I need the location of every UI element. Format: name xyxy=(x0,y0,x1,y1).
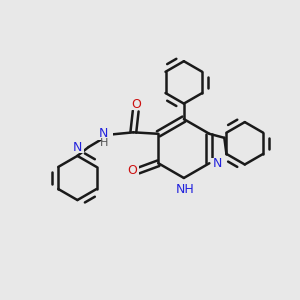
Bar xyxy=(176,184,195,194)
Text: N: N xyxy=(213,157,222,170)
Text: N: N xyxy=(99,127,109,140)
Bar xyxy=(126,165,139,176)
Text: H: H xyxy=(100,138,108,148)
Text: O: O xyxy=(131,98,141,111)
Text: NH: NH xyxy=(176,183,195,196)
Bar xyxy=(71,142,84,153)
Bar xyxy=(94,129,113,140)
Text: O: O xyxy=(128,164,137,177)
Bar xyxy=(211,158,224,169)
Bar xyxy=(129,99,142,110)
Text: N: N xyxy=(73,141,82,154)
